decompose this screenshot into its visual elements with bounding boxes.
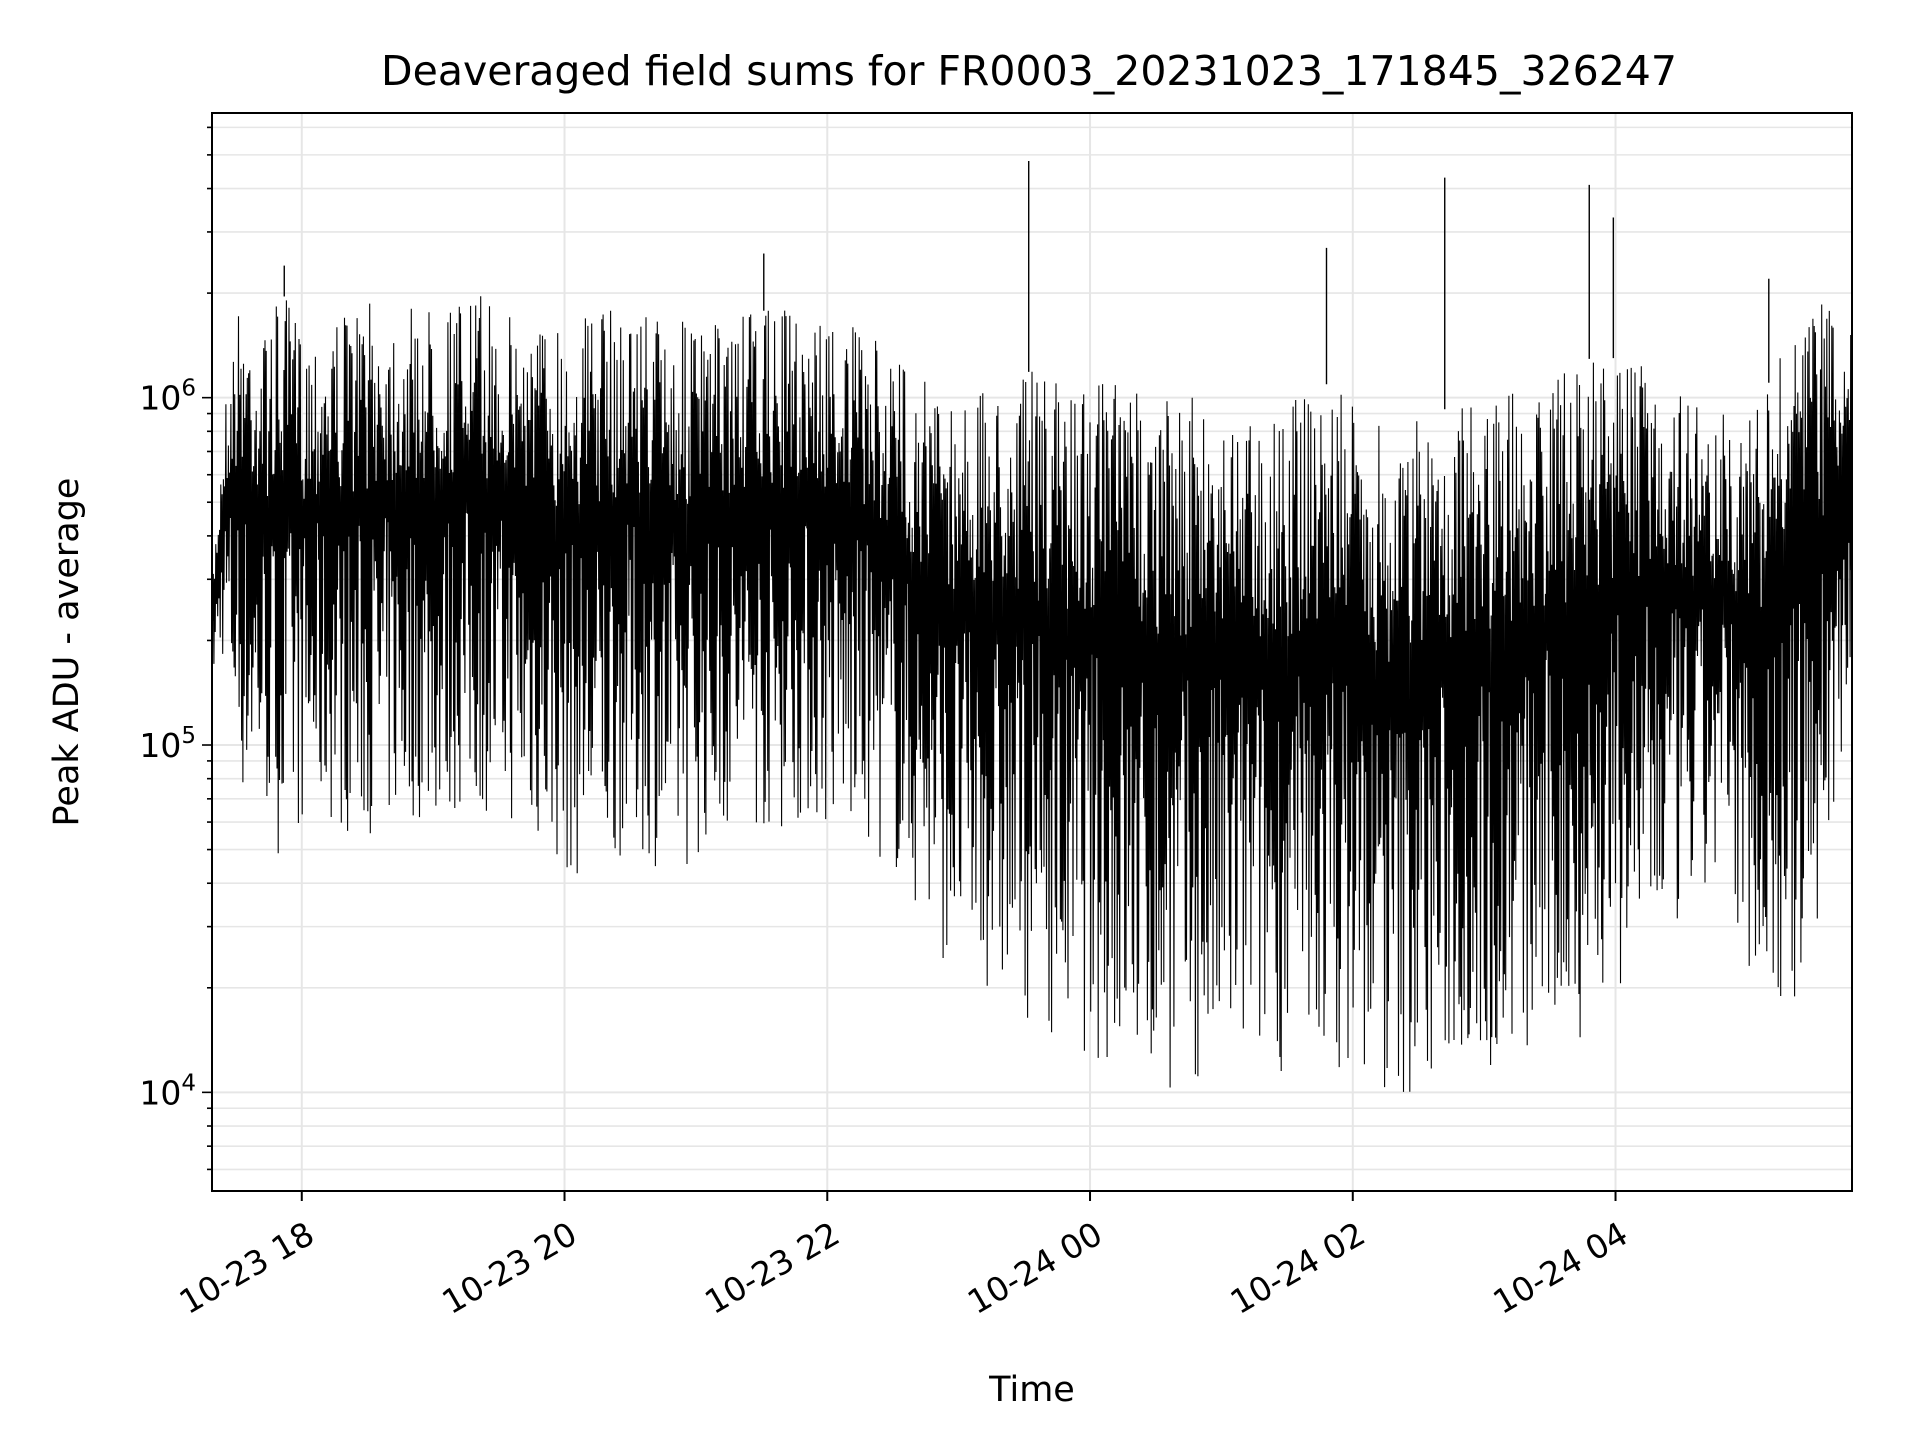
- x-axis-label: Time: [988, 1370, 1075, 1410]
- data-series: [211, 161, 1853, 1092]
- x-axis-ticks: 10-23 18 10-23 20 10-23 22 10-24 00 10-24 02…: [173, 1191, 1634, 1322]
- y-axis-label: Peak ADU - average: [47, 478, 87, 827]
- y-tick-label: 104: [139, 1070, 196, 1112]
- chart-title: Deaveraged field sums for FR0003_2023102…: [381, 47, 1677, 95]
- x-tick-label: 10-23 18: [173, 1214, 321, 1322]
- x-tick-label: 10-23 22: [698, 1214, 846, 1322]
- y-axis-ticks: 104 105 106: [139, 126, 212, 1171]
- x-tick-label: 10-23 20: [435, 1214, 583, 1322]
- y-tick-label: 106: [139, 376, 196, 418]
- x-tick-label: 10-24 04: [1486, 1214, 1634, 1322]
- plot-frame: [211, 112, 1853, 1192]
- y-tick-label: 105: [139, 723, 196, 765]
- signal-line: [211, 296, 1853, 1092]
- x-tick-label: 10-24 00: [961, 1214, 1109, 1322]
- x-tick-label: 10-24 02: [1224, 1214, 1372, 1322]
